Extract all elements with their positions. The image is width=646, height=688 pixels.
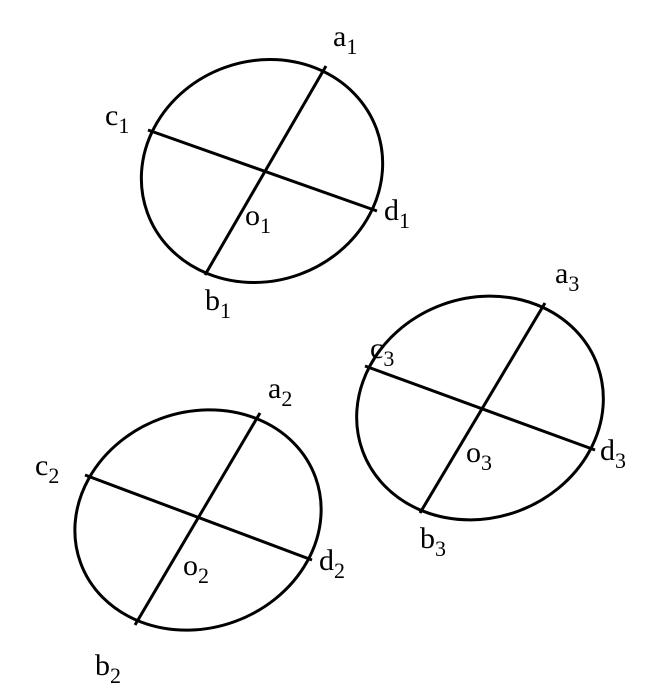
label-base: a <box>333 20 346 53</box>
label-subscript: 1 <box>220 298 231 323</box>
label-base: a <box>555 257 568 290</box>
label-subscript: 3 <box>481 450 492 475</box>
label-base: d <box>384 194 399 227</box>
label-base: a <box>268 372 281 405</box>
label-subscript: 2 <box>198 563 209 588</box>
label-subscript: 1 <box>399 208 410 233</box>
label-subscript: 1 <box>118 113 129 138</box>
label-subscript: 2 <box>334 558 345 583</box>
label-base: b <box>95 649 110 682</box>
label-base: o <box>183 549 198 582</box>
label-base: b <box>205 284 220 317</box>
label-base: o <box>245 199 260 232</box>
label-subscript: 3 <box>615 448 626 473</box>
background <box>0 0 646 688</box>
label-base: c <box>35 449 48 482</box>
label-base: o <box>466 436 481 469</box>
label-subscript: 3 <box>383 346 394 371</box>
label-subscript: 3 <box>568 271 579 296</box>
label-subscript: 3 <box>435 536 446 561</box>
label-subscript: 1 <box>260 213 271 238</box>
label-base: b <box>420 522 435 555</box>
label-base: d <box>600 434 615 467</box>
label-base: d <box>319 544 334 577</box>
label-subscript: 2 <box>48 463 59 488</box>
label-base: c <box>370 332 383 365</box>
label-subscript: 2 <box>110 663 121 688</box>
label-base: c <box>105 99 118 132</box>
label-subscript: 2 <box>281 386 292 411</box>
label-subscript: 1 <box>346 34 357 59</box>
